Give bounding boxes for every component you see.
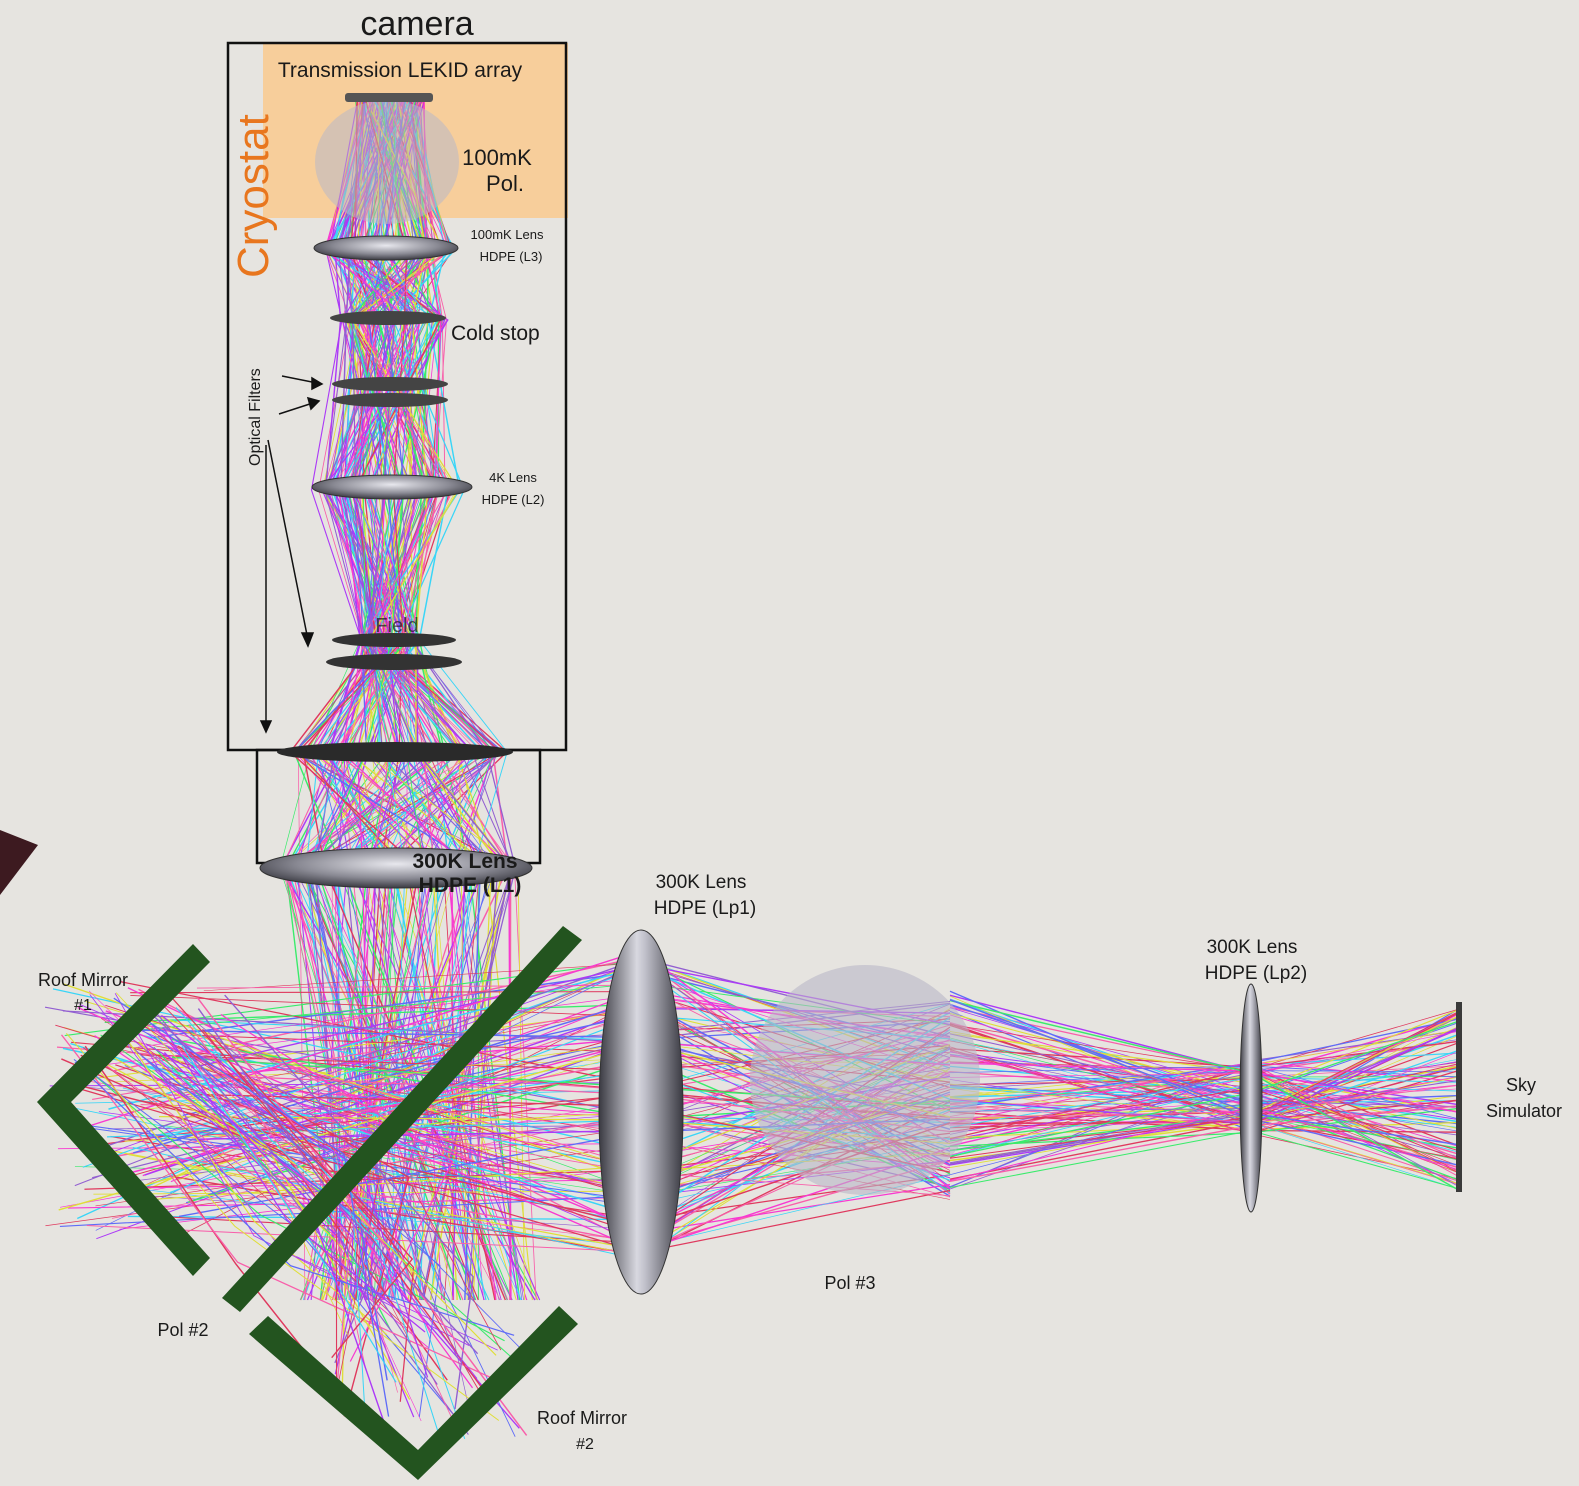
camera-ray	[316, 99, 462, 1301]
polarizer-100mk	[315, 100, 459, 224]
pol2-label: Pol #2	[157, 1320, 208, 1340]
pol-100mk-label-1: 100mK	[462, 145, 532, 170]
lens-l3	[313, 235, 459, 261]
optical-filter-2	[332, 393, 448, 407]
lens-lp1	[598, 929, 684, 1295]
lens-l1-label-2: HDPE (L1)	[419, 874, 522, 897]
camera-ray	[346, 99, 499, 1301]
lens-lp2-label-2: HDPE (Lp2)	[1205, 963, 1307, 984]
fold-ray	[163, 1052, 387, 1430]
pol2-grid	[222, 926, 582, 1312]
fold-ray	[221, 1030, 469, 1405]
pol-100mk-label-2: Pol.	[486, 171, 524, 196]
roof-mirror-1-label-1: Roof Mirror	[38, 970, 128, 990]
lens-l2-label-2: HDPE (L2)	[482, 492, 545, 507]
field-stop-element-2	[326, 654, 462, 670]
lens-l1	[259, 847, 533, 889]
camera-ray	[397, 99, 503, 1301]
fold-ray	[141, 1055, 388, 1381]
lekid-label: Transmission LEKID array	[278, 59, 523, 82]
roof-mirror-2-label-2: #2	[576, 1436, 594, 1453]
lens-lp2	[1239, 983, 1263, 1213]
fold-ray	[224, 994, 474, 1410]
fold-ray	[155, 997, 489, 1407]
fold-ray	[162, 1026, 426, 1333]
lens-l2	[311, 474, 473, 500]
lens-lp2-label-1: 300K Lens	[1207, 937, 1298, 958]
fold-ray	[79, 1062, 505, 1342]
camera-ray	[316, 99, 444, 1301]
camera-ray	[309, 99, 522, 1301]
fold-ray	[126, 1019, 521, 1348]
fold-ray	[119, 1028, 478, 1379]
lens-l1-label-1: 300K Lens	[412, 850, 517, 873]
lens-l2-label-1: 4K Lens	[489, 470, 537, 485]
pol3-label: Pol #3	[824, 1273, 875, 1293]
camera-ray	[310, 99, 541, 1301]
camera-ray	[362, 99, 526, 1301]
field-stop-label: Field	[375, 615, 418, 637]
fold-ray	[182, 1054, 440, 1437]
roof-mirror-1	[37, 944, 210, 1276]
roof-mirror-1-label-2: #1	[74, 997, 92, 1014]
camera-ray	[318, 99, 537, 1301]
fold-ray	[147, 1010, 393, 1364]
sky-simulator-label-2: Simulator	[1486, 1101, 1562, 1121]
camera-ray	[353, 99, 492, 1301]
fold-ray	[188, 1024, 351, 1398]
camera-label: camera	[360, 5, 473, 43]
cryostat-label: Cryostat	[229, 114, 278, 278]
camera-ray	[324, 99, 514, 1301]
camera-ray	[347, 99, 492, 1301]
optical-filter-1	[332, 377, 448, 391]
camera-ray	[326, 99, 473, 1301]
camera-ray	[294, 99, 517, 1301]
camera-ray	[316, 99, 426, 1301]
camera-ray	[280, 99, 501, 1301]
lekid-array	[345, 93, 433, 102]
optical-filters-label: Optical Filters	[247, 368, 264, 466]
roof-mirror-2	[249, 1306, 578, 1480]
sky-simulator-plate	[1456, 1002, 1462, 1192]
sky-simulator-label-1: Sky	[1506, 1075, 1536, 1095]
lens-lp1-label-1: 300K Lens	[656, 872, 747, 893]
fold-ray	[169, 995, 415, 1402]
fold-ray	[141, 1024, 380, 1388]
field-stop-element-1	[332, 633, 456, 647]
fold-ray	[95, 1057, 497, 1356]
vacuum-window	[277, 742, 513, 762]
fold-ray	[113, 997, 390, 1417]
fold-ray	[181, 1045, 397, 1383]
cold-stop-element	[330, 311, 446, 325]
polarizer-pol3	[750, 965, 980, 1195]
roof-mirror-2-label-1: Roof Mirror	[537, 1408, 627, 1428]
triangle-pointer-icon	[0, 830, 38, 895]
camera-ray	[369, 99, 512, 1301]
camera-ray	[306, 99, 420, 1301]
lens-l3-label-1: 100mK Lens	[471, 227, 544, 242]
fold-ray	[175, 1007, 380, 1326]
fold-ray	[65, 1033, 500, 1421]
sky-ray	[949, 1130, 1459, 1190]
lens-lp1-label-2: HDPE (Lp1)	[654, 898, 756, 919]
lens-l3-label-2: HDPE (L3)	[480, 249, 543, 264]
fold-ray	[115, 992, 348, 1335]
cold-stop-label: Cold stop	[451, 322, 540, 345]
filter-arrows	[259, 375, 324, 734]
fold-ray	[153, 1054, 466, 1439]
